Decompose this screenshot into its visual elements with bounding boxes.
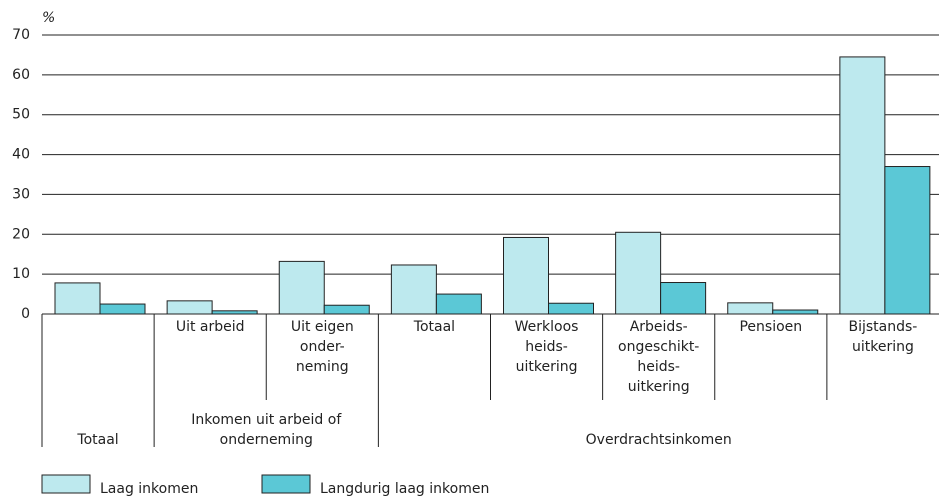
x-tick-label: uitkering	[852, 339, 914, 355]
group-label: Overdrachtsinkomen	[586, 432, 732, 448]
y-tick-label: 10	[12, 266, 30, 282]
bar	[548, 302, 594, 315]
x-tick-label: heids-	[525, 339, 568, 355]
y-tick-label: 40	[12, 147, 30, 163]
x-tick-label: uitkering	[516, 359, 578, 375]
x-tick-label: Totaal	[413, 319, 455, 335]
bar	[390, 264, 437, 315]
y-tick-label: 0	[21, 306, 30, 322]
x-tick-label: ongeschikt-	[618, 339, 699, 355]
group-label: onderneming	[220, 432, 313, 448]
bar	[727, 302, 774, 315]
bar	[99, 303, 146, 315]
bar	[503, 236, 549, 315]
y-tick-label: 30	[12, 186, 30, 202]
x-tick-label: onder-	[300, 339, 345, 355]
x-tick-label: neming	[296, 359, 349, 375]
legend-label: Laag inkomen	[100, 481, 198, 497]
x-tick-label: Werkloos	[515, 319, 579, 335]
bar	[166, 300, 213, 315]
y-tick-label: 70	[12, 27, 30, 43]
bar	[54, 282, 101, 315]
x-tick-label: uitkering	[628, 379, 690, 395]
bar	[278, 260, 325, 315]
y-tick-label: 60	[12, 67, 30, 83]
bar	[839, 56, 886, 315]
x-tick-label: Uit eigen	[291, 319, 354, 335]
y-tick-label: 50	[12, 107, 30, 123]
group-label: Totaal	[76, 432, 118, 448]
legend-swatch	[261, 474, 311, 494]
y-tick-label: 20	[12, 226, 30, 242]
x-tick-label: Uit arbeid	[176, 319, 245, 335]
group-label: Inkomen uit arbeid of	[191, 412, 342, 428]
x-tick-label: Bijstands-	[849, 319, 918, 335]
bar	[660, 282, 707, 315]
bar	[323, 304, 370, 315]
y-axis-label: %	[42, 10, 55, 26]
bar	[435, 293, 482, 315]
bar	[211, 310, 258, 315]
bar	[772, 309, 819, 315]
x-tick-label: Arbeids-	[630, 319, 688, 335]
x-tick-label: heids-	[637, 359, 680, 375]
bar	[884, 166, 931, 315]
legend-swatch	[41, 474, 91, 494]
legend-label: Langdurig laag inkomen	[320, 481, 489, 497]
x-tick-label: Pensioen	[739, 319, 802, 335]
bar	[615, 231, 662, 315]
